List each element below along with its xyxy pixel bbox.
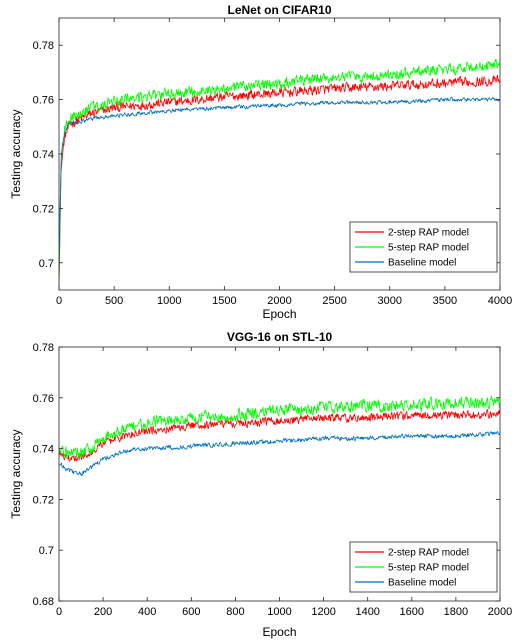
- x-axis-label: Epoch: [262, 307, 296, 321]
- y-tick-label: 0.7: [39, 545, 54, 557]
- y-tick-label: 0.78: [33, 342, 54, 354]
- y-tick-label: 0.68: [33, 596, 54, 608]
- x-tick-label: 1600: [400, 606, 424, 618]
- y-tick-label: 0.76: [33, 95, 54, 107]
- x-tick-label: 1400: [355, 606, 379, 618]
- x-tick-label: 0: [56, 606, 62, 618]
- x-tick-label: 0: [56, 295, 62, 307]
- x-tick-label: 500: [105, 295, 123, 307]
- y-tick-label: 0.74: [33, 444, 54, 456]
- chart-title: LeNet on CIFAR10: [227, 3, 331, 17]
- x-tick-label: 2500: [322, 295, 346, 307]
- series-lines: [59, 58, 500, 287]
- x-tick-label: 400: [138, 606, 156, 618]
- x-tick-label: 600: [182, 606, 200, 618]
- legend-label: 5-step RAP model: [388, 243, 469, 254]
- series-line-2: [59, 431, 500, 477]
- x-tick-label: 200: [94, 606, 112, 618]
- y-axis-label: Testing accuracy: [9, 429, 23, 518]
- x-tick-label: 4000: [488, 295, 512, 307]
- legend: 2-step RAP model 5-step RAP model Baseline…: [349, 541, 498, 593]
- y-tick-label: 0.72: [33, 203, 54, 215]
- series-line-1: [59, 58, 500, 287]
- x-tick-label: 2000: [267, 295, 291, 307]
- legend-label: 2-step RAP model: [388, 548, 469, 559]
- legend: 2-step RAP model 5-step RAP model Baseline…: [349, 221, 498, 273]
- y-tick-label: 0.72: [33, 494, 54, 506]
- x-axis-label: Epoch: [262, 625, 296, 639]
- x-tick-label: 800: [226, 606, 244, 618]
- legend-label: Baseline model: [388, 578, 456, 589]
- series-line-2: [59, 96, 500, 265]
- x-tick-label: 1200: [311, 606, 335, 618]
- series-line-0: [59, 74, 500, 287]
- x-tick-label: 1000: [157, 295, 181, 307]
- x-tick-label: 3500: [433, 295, 457, 307]
- y-axis-label: Testing accuracy: [9, 109, 23, 198]
- x-tick-label: 1800: [444, 606, 468, 618]
- series-line-1: [59, 395, 500, 459]
- x-tick-label: 2000: [488, 606, 512, 618]
- y-tick-label: 0.76: [33, 393, 54, 405]
- chart-lenet-cifar10: 0 500 1000 1500 2000 2500 3000 3500 4000 0.7 0.72 0…: [9, 3, 512, 321]
- x-tick-label: 1000: [267, 606, 291, 618]
- x-tick-label: 1500: [212, 295, 236, 307]
- legend-label: 2-step RAP model: [388, 228, 469, 239]
- y-tick-label: 0.74: [33, 149, 54, 161]
- chart-title: VGG-16 on STL-10: [227, 330, 333, 344]
- series-lines: [59, 395, 500, 477]
- legend-label: Baseline model: [388, 258, 456, 269]
- legend-box: [349, 221, 498, 273]
- y-tick-label: 0.7: [39, 258, 54, 270]
- x-tick-label: 3000: [378, 295, 402, 307]
- y-tick-label: 0.78: [33, 40, 54, 52]
- legend-label: 5-step RAP model: [388, 563, 469, 574]
- chart-vgg16-stl10: 0 200 400 600 800 1000 1200 1400 1600 1800 2000 0.6…: [9, 330, 512, 639]
- series-line-0: [59, 409, 500, 462]
